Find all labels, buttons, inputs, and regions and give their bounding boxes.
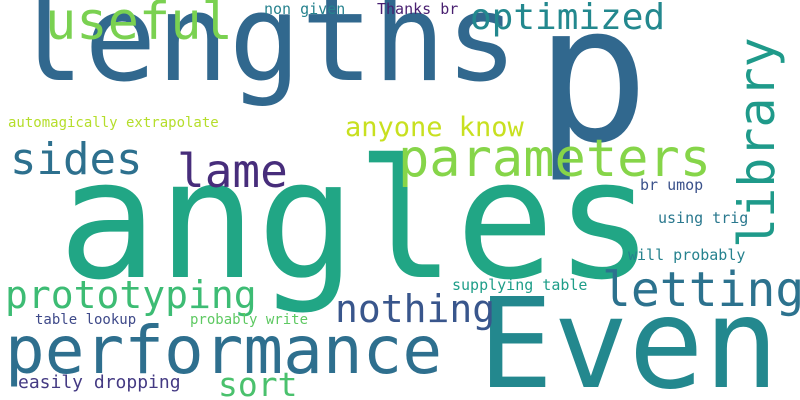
word-probably-write: probably write [190, 312, 309, 328]
word-table-lookup: table lookup [35, 312, 137, 328]
word-automagically-extrapolate: automagically extrapolate [8, 115, 219, 131]
word-p: p [535, 0, 650, 185]
word-letting: letting [602, 262, 800, 318]
word-easily-dropping: easily dropping [18, 372, 181, 393]
word-nothing: nothing [335, 287, 496, 331]
word-anyone-know: anyone know [345, 112, 524, 143]
word-parameters: parameters [398, 129, 712, 189]
word-will-probably: will probably [628, 246, 746, 264]
word-sides: sides [10, 134, 143, 185]
word-optimized: optimized [470, 0, 666, 38]
word-even: Even [478, 272, 780, 400]
word-lengths: lengths [12, 0, 518, 109]
word-sort: sort [218, 365, 298, 400]
word-angles: angles [58, 124, 655, 316]
word-using-trig: using trig [658, 209, 749, 227]
word-thanks-br: Thanks br [377, 0, 459, 18]
word-useful: useful [45, 0, 233, 52]
word-non-given: non given [264, 0, 346, 18]
word-prototyping: prototyping [5, 273, 257, 317]
word-lame: lame [177, 144, 288, 198]
word-br-umop: br umop [640, 176, 704, 194]
word-supplying-table: supplying table [452, 276, 588, 294]
word-performance: performance [5, 312, 443, 389]
